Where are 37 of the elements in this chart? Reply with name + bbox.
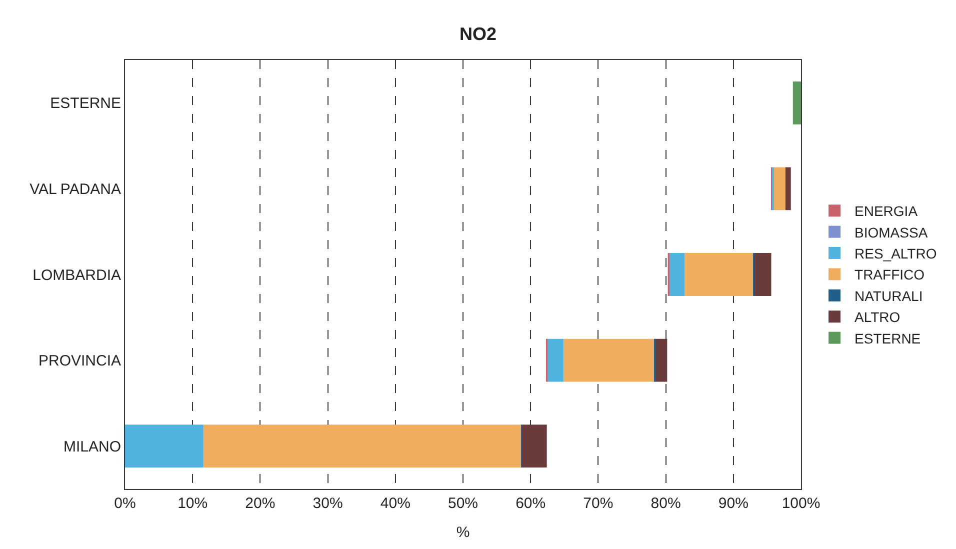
bar: [774, 167, 786, 210]
legend-label: NATURALI: [854, 288, 923, 304]
bar: [670, 253, 685, 296]
x-tick-label: 20%: [245, 495, 276, 512]
x-tick-label: 10%: [178, 495, 208, 512]
bar: [684, 253, 754, 296]
x-tick-label: 0%: [114, 495, 136, 512]
legend-label: TRAFFICO: [854, 266, 925, 283]
bar: [203, 424, 522, 468]
y-tick-label: PROVINCIA: [38, 352, 121, 370]
chart-title: NO2: [459, 24, 497, 44]
bar: [785, 167, 791, 210]
x-tick-label: 40%: [380, 495, 410, 512]
bar: [125, 424, 204, 468]
bar: [792, 81, 801, 124]
legend-label: ENERGIA: [854, 203, 918, 220]
legend-label: RES_ALTRO: [854, 245, 937, 262]
x-tick-label: 30%: [312, 495, 343, 512]
bar: [564, 338, 655, 382]
x-tick-label: 50%: [448, 495, 478, 512]
x-tick-label: 60%: [516, 495, 546, 512]
bar: [522, 424, 547, 468]
legend-label: ALTRO: [854, 309, 900, 326]
y-tick-label: MILANO: [63, 438, 121, 456]
x-axis-title: %: [456, 524, 470, 541]
legend-label: BIOMASSA: [854, 224, 928, 240]
y-tick-label: LOMBARDIA: [32, 266, 121, 284]
bar: [656, 338, 668, 382]
y-tick-label: VAL PADANA: [30, 180, 121, 198]
x-tick-label: 90%: [718, 495, 748, 512]
bar: [548, 338, 564, 382]
x-tick-label: 70%: [583, 495, 614, 512]
x-tick-label: 80%: [650, 495, 681, 512]
y-tick-label: ESTERNE: [50, 95, 121, 112]
bar: [754, 253, 772, 296]
legend-label: ESTERNE: [854, 330, 921, 346]
x-tick-label: 100%: [782, 495, 820, 512]
